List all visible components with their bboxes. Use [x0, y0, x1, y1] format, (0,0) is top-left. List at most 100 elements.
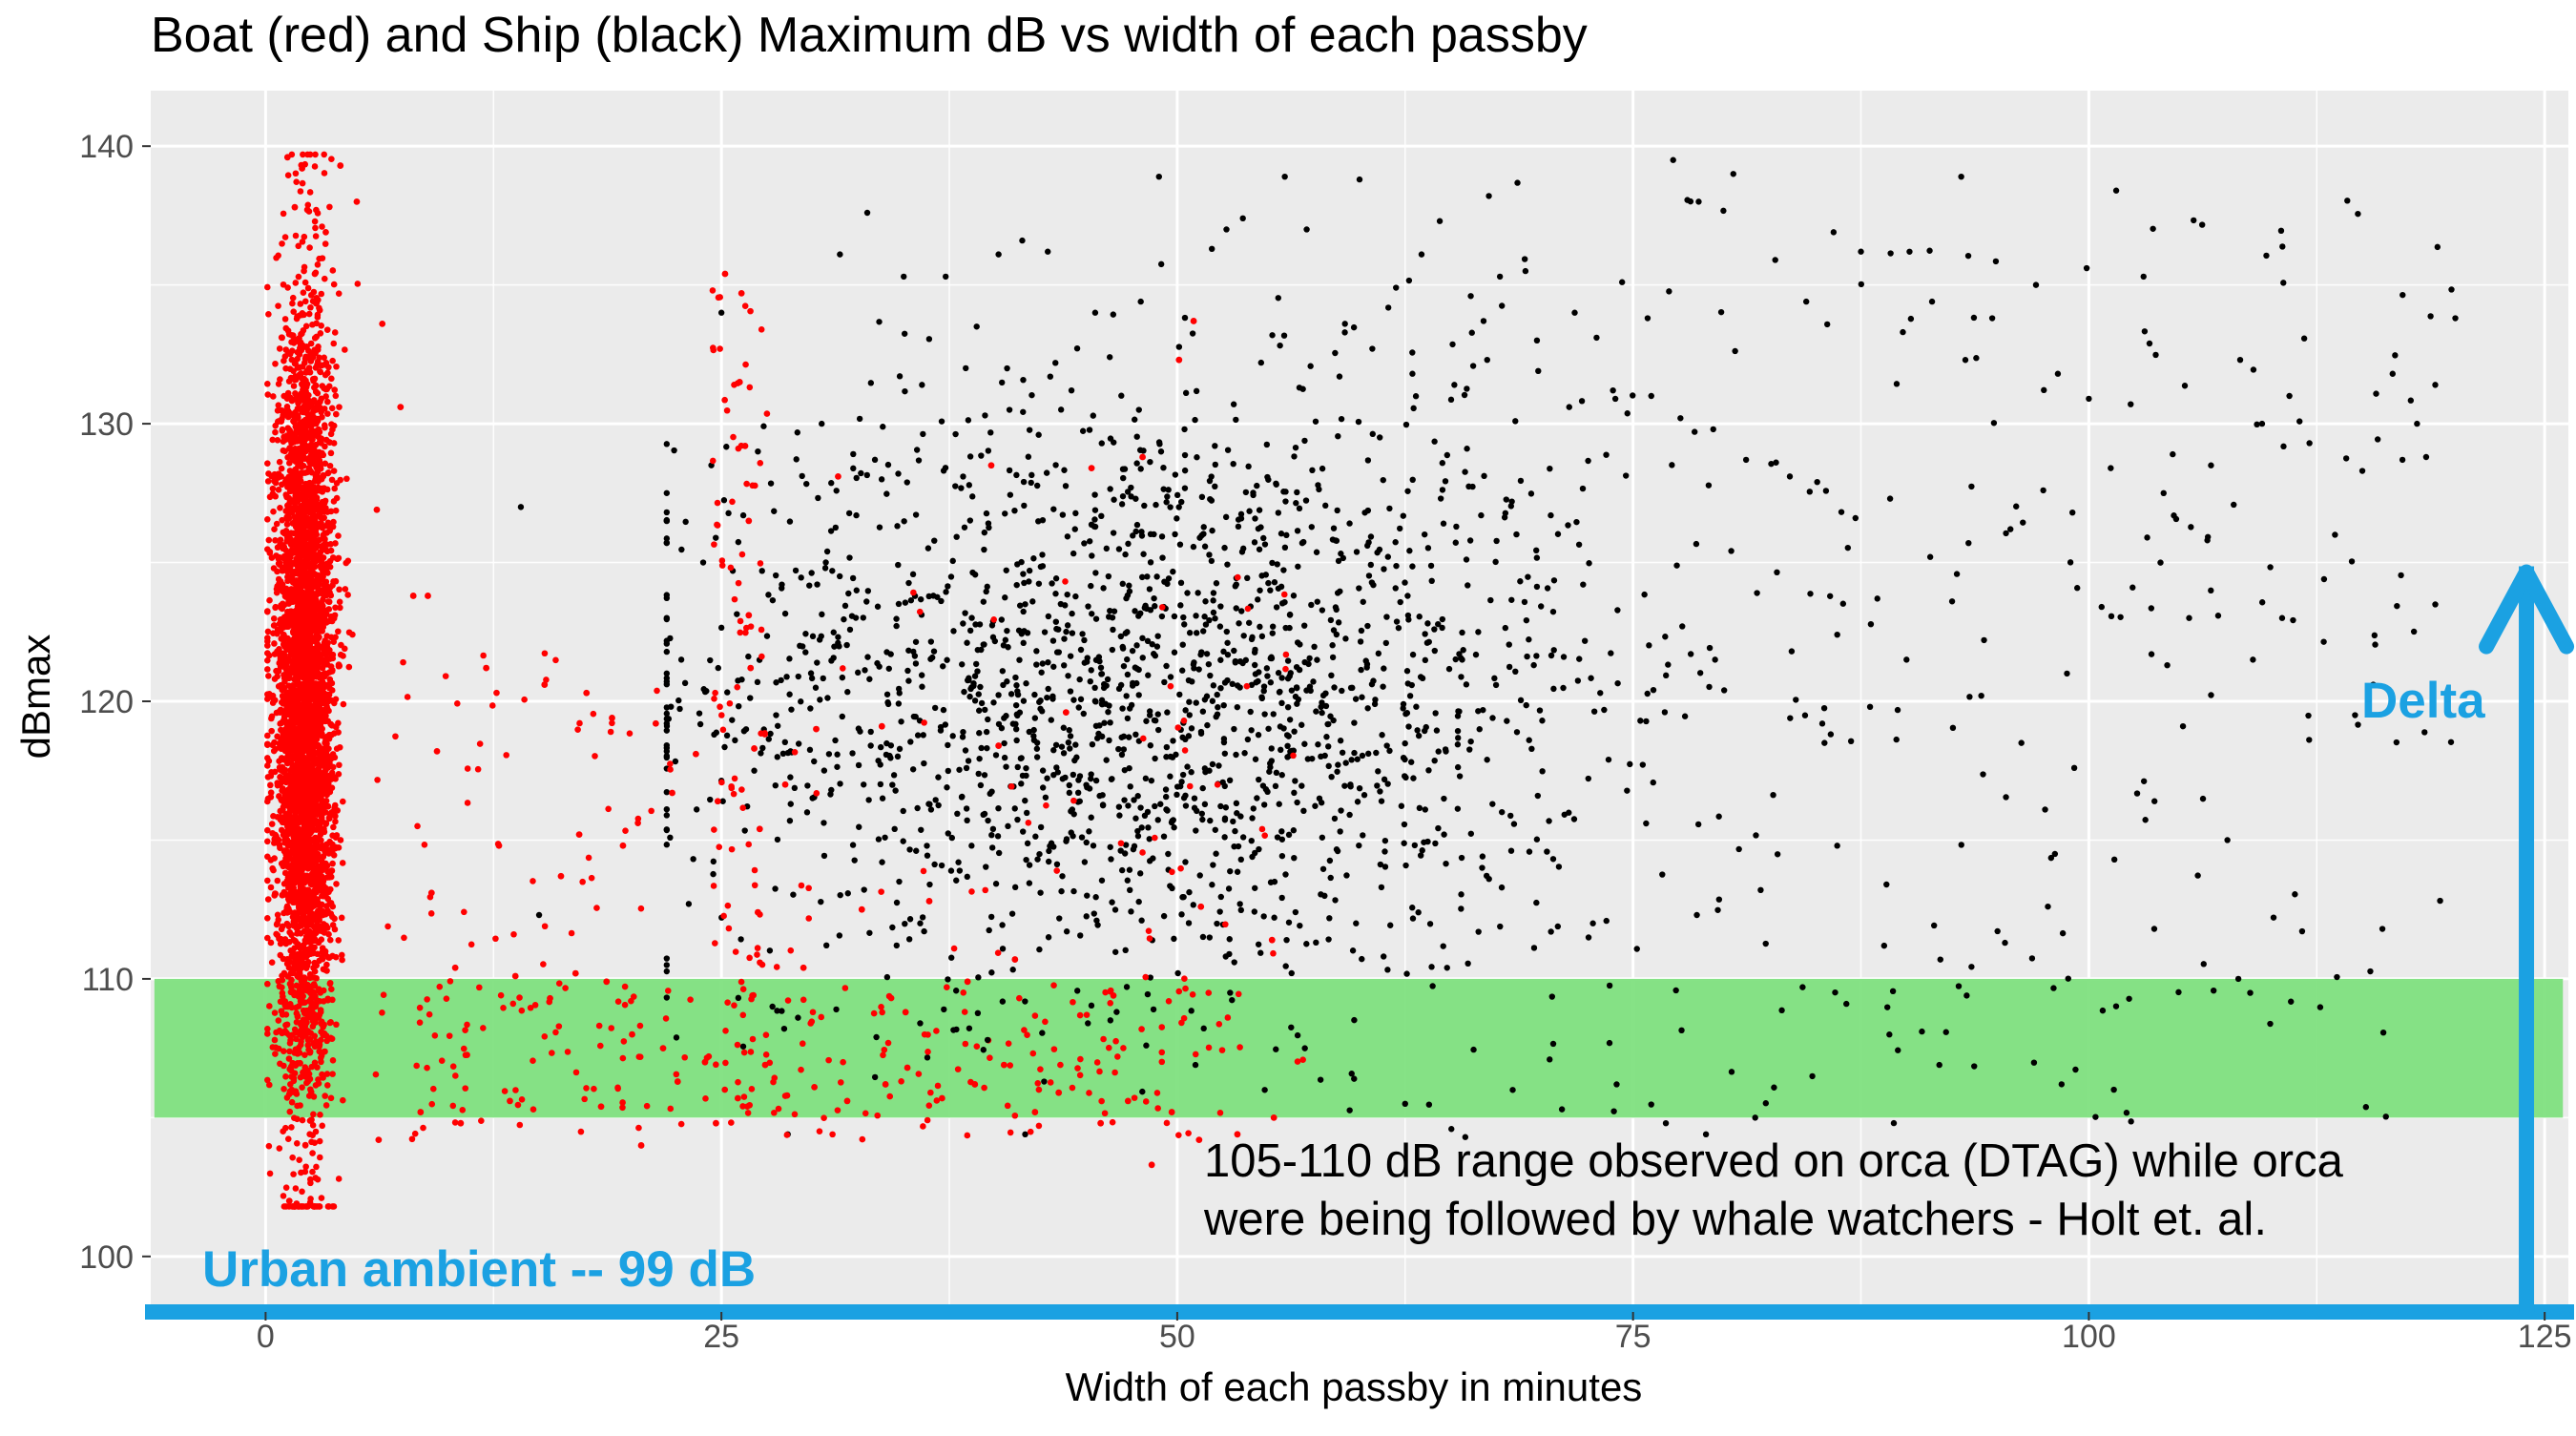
ship-point	[1270, 623, 1276, 629]
ship-point	[1706, 684, 1712, 690]
boat-point	[282, 1028, 289, 1034]
ship-point	[1040, 767, 1046, 773]
boat-point	[272, 429, 279, 436]
ship-point	[932, 797, 938, 802]
ship-point	[1044, 695, 1049, 700]
ship-point	[1153, 653, 1158, 658]
ship-point	[808, 670, 814, 676]
ship-point	[664, 842, 670, 847]
boat-point	[335, 628, 342, 635]
ship-point	[1334, 632, 1340, 637]
ship-point	[943, 589, 948, 594]
ship-point	[1138, 918, 1144, 924]
ship-point	[2292, 891, 2297, 897]
ship-point	[1646, 642, 1652, 648]
ship-point	[976, 756, 982, 761]
ship-point	[1140, 552, 1146, 557]
ship-point	[1245, 464, 1251, 469]
ship-point	[1550, 856, 1556, 862]
ship-point	[1286, 920, 1292, 926]
ship-point	[1824, 322, 1830, 327]
boat-point	[313, 233, 320, 239]
ship-point	[931, 648, 937, 654]
ship-point	[1181, 795, 1187, 801]
boat-point	[282, 316, 289, 323]
ship-point	[891, 772, 897, 778]
ship-point	[1197, 872, 1203, 878]
ship-point	[1112, 949, 1118, 955]
ship-point	[1318, 1076, 1323, 1082]
ship-point	[1238, 511, 1244, 517]
ship-point	[1106, 738, 1111, 743]
ship-point	[1204, 694, 1210, 699]
ship-point	[664, 518, 670, 524]
ship-point	[678, 547, 684, 552]
ship-point	[1396, 625, 1402, 631]
boat-point	[327, 937, 334, 944]
ship-point	[1187, 630, 1193, 635]
ship-point	[1249, 838, 1255, 843]
ship-point	[2147, 341, 2152, 346]
ship-point	[799, 473, 804, 479]
boat-point	[321, 152, 327, 158]
ship-point	[840, 675, 845, 680]
ship-point	[989, 844, 995, 850]
ship-point	[1506, 641, 1512, 647]
ship-point	[1382, 864, 1388, 869]
ship-point	[1346, 1107, 1352, 1113]
boat-point	[280, 1011, 286, 1018]
boat-point	[299, 1188, 305, 1195]
ship-point	[1022, 998, 1028, 1004]
ship-point	[960, 620, 966, 626]
ship-point	[1966, 694, 1972, 699]
boat-point	[272, 1009, 279, 1016]
ship-point	[1534, 554, 1540, 560]
ship-point	[1499, 809, 1505, 815]
ship-point	[796, 674, 801, 679]
ship-point	[1050, 637, 1056, 643]
ship-point	[1381, 848, 1387, 854]
ship-point	[1120, 645, 1126, 651]
ship-point	[1364, 543, 1370, 549]
ship-point	[1368, 562, 1374, 568]
boat-point	[264, 915, 271, 922]
ship-point	[1385, 553, 1391, 559]
ship-point	[1246, 509, 1252, 514]
ship-point	[897, 746, 903, 752]
ship-point	[1881, 943, 1887, 948]
ship-point	[1087, 538, 1092, 544]
ship-point	[1336, 619, 1341, 625]
ship-point	[2299, 928, 2305, 934]
ship-point	[1403, 422, 1409, 427]
ship-point	[2208, 692, 2213, 697]
ship-point	[889, 781, 895, 787]
ship-point	[1324, 721, 1330, 727]
ship-point	[999, 922, 1005, 927]
boat-point	[331, 386, 338, 393]
ship-point	[1522, 256, 1527, 261]
ship-point	[1834, 843, 1839, 848]
ship-point	[725, 510, 731, 516]
ship-point	[1821, 705, 1827, 711]
boat-point	[315, 1176, 322, 1183]
ship-point	[1182, 452, 1188, 458]
ship-point	[1122, 947, 1128, 953]
ship-point	[1157, 801, 1163, 807]
ship-point	[1267, 587, 1273, 593]
ship-point	[1406, 278, 1412, 283]
ship-point	[1586, 934, 1591, 940]
ship-point	[1034, 483, 1040, 489]
ship-point	[1678, 1028, 1684, 1033]
ship-point	[1715, 814, 1721, 820]
ship-point	[1167, 504, 1173, 510]
boat-point	[279, 517, 285, 524]
ship-point	[1659, 871, 1665, 877]
ship-point	[1004, 628, 1009, 634]
ship-point	[1255, 596, 1260, 602]
ship-point	[1697, 670, 1703, 676]
ship-point	[862, 667, 867, 673]
boat-point	[264, 827, 271, 834]
ship-point	[1040, 784, 1046, 790]
ship-point	[1422, 531, 1427, 537]
ship-point	[1235, 682, 1240, 688]
